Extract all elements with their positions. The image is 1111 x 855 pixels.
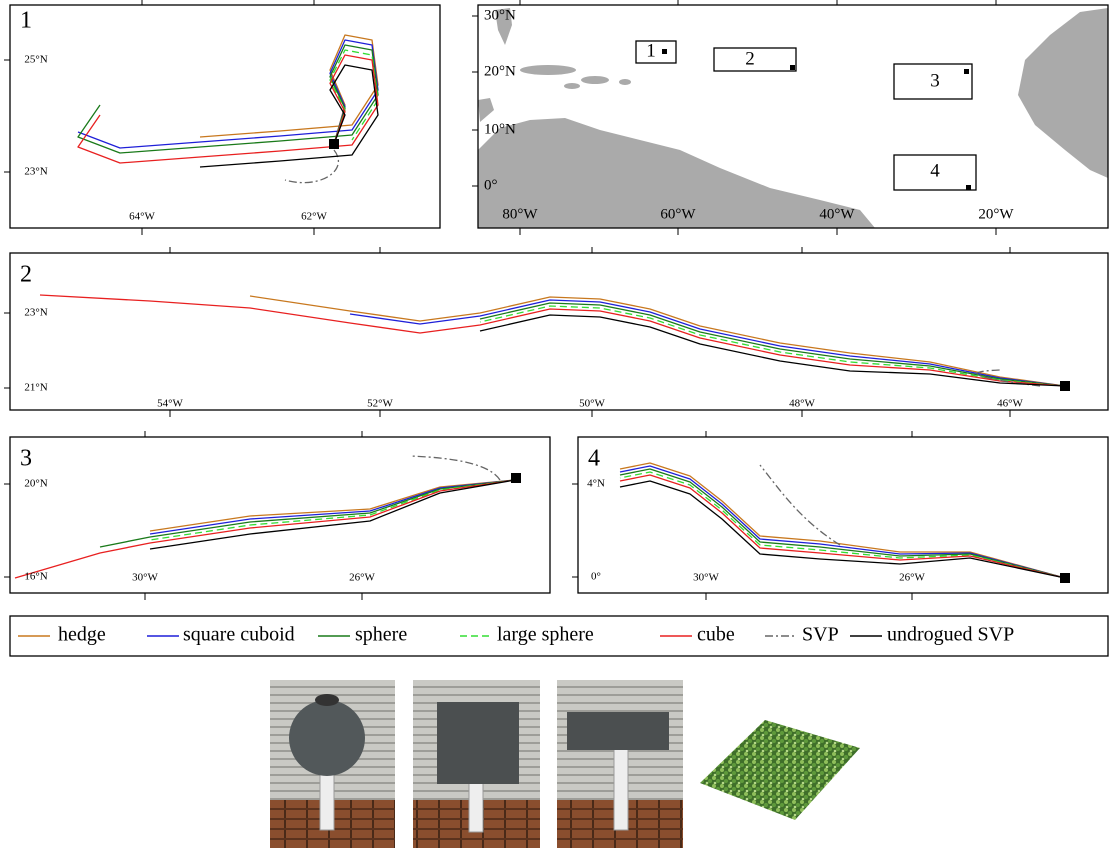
panel-label: 4 (588, 446, 600, 472)
y-tick-label: 10°N (484, 121, 516, 137)
trajectory (149, 479, 516, 541)
trajectory (759, 464, 841, 546)
trajectory (99, 479, 516, 548)
x-tick-label: 26°W (349, 572, 375, 584)
legend-label: sphere (355, 624, 407, 646)
region-label: 1 (646, 40, 656, 61)
x-tick-label: 80°W (502, 206, 538, 222)
legend-label: undrogued SVP (887, 624, 1014, 646)
trajectory (329, 49, 379, 145)
trajectory (619, 471, 1066, 579)
y-tick-label: 23°N (24, 166, 47, 178)
region-label: 4 (930, 160, 940, 181)
trajectory (479, 305, 1066, 387)
trajectories (14, 34, 1066, 579)
x-tick-label: 62°W (301, 211, 327, 223)
y-tick-label: 21°N (24, 382, 47, 394)
legend-label: SVP (802, 624, 839, 646)
x-tick-label: 46°W (997, 398, 1023, 410)
x-tick-label: 50°W (579, 398, 605, 410)
trajectory (409, 455, 501, 481)
x-tick-label: 20°W (978, 206, 1014, 222)
trajectory (349, 299, 1066, 387)
x-tick-label: 64°W (129, 211, 155, 223)
legend-label: cube (697, 624, 735, 646)
trajectory (199, 64, 379, 168)
trajectory (619, 474, 1066, 579)
y-tick-label: 0° (484, 177, 498, 193)
trajectory (619, 468, 1066, 579)
x-tick-label: 52°W (367, 398, 393, 410)
trajectory (14, 479, 516, 579)
trajectory (284, 149, 340, 184)
trajectory (149, 479, 516, 535)
trajectory (619, 480, 1066, 579)
trajectory (479, 302, 1066, 387)
region-label: 2 (745, 48, 755, 69)
y-tick-label: 4°N (587, 478, 605, 490)
panel-label: 3 (20, 446, 32, 472)
y-tick-label: 20°N (484, 63, 516, 79)
trajectory (149, 479, 516, 550)
trajectory (619, 462, 1066, 579)
map-land (478, 8, 1108, 228)
trajectory (479, 314, 1066, 387)
y-tick-label: 0° (591, 571, 601, 583)
photos (270, 680, 860, 848)
panel-label: 2 (20, 262, 32, 288)
y-tick-label: 25°N (24, 54, 47, 66)
x-tick-label: 40°W (819, 206, 855, 222)
y-tick-label: 30°N (484, 7, 516, 23)
trajectory (249, 295, 1066, 387)
trajectory (199, 34, 379, 145)
legend-label: hedge (58, 624, 106, 646)
trajectory (619, 465, 1066, 579)
region-label: 3 (930, 70, 940, 91)
y-tick-label: 16°N (24, 571, 47, 583)
x-tick-label: 30°W (132, 572, 158, 584)
x-tick-label: 54°W (157, 398, 183, 410)
legend-label: large sphere (497, 624, 594, 646)
x-tick-label: 60°W (660, 206, 696, 222)
y-tick-label: 20°N (24, 478, 47, 490)
x-tick-label: 48°W (789, 398, 815, 410)
panel-frames (9, 4, 1109, 657)
panel-label: 1 (20, 8, 32, 34)
x-tick-label: 30°W (693, 572, 719, 584)
legend-label: square cuboid (183, 624, 295, 646)
trajectory (39, 294, 1066, 387)
trajectory (149, 479, 516, 532)
trajectory (77, 54, 379, 164)
y-tick-label: 23°N (24, 307, 47, 319)
trajectory (77, 44, 379, 154)
trajectory (77, 39, 379, 149)
x-tick-label: 26°W (899, 572, 925, 584)
